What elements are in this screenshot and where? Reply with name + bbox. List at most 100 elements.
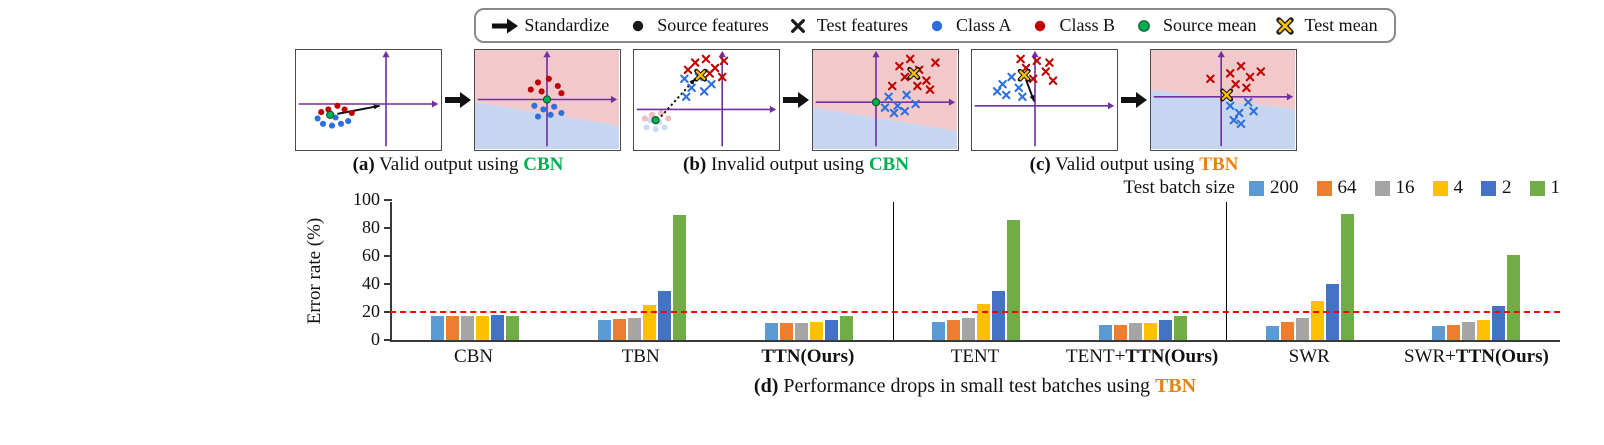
category-label-tent-ttn-ours: TENT+TTN(Ours): [1066, 346, 1219, 367]
bar-tent-ttn-ours-200: [1098, 324, 1112, 340]
class-a-cross: [1243, 97, 1253, 107]
figure-wrapper: Standardize Source features Test features C…: [295, 0, 1575, 398]
bar-tent-ttn-ours-1: [1173, 316, 1187, 340]
test-features-icon: [785, 17, 811, 35]
class-b-cross: [887, 81, 897, 91]
chart-legend-label: 64: [1337, 177, 1357, 198]
class-b-icon: [1027, 17, 1053, 35]
panel-c-caption: (c) Valid output using TBN: [1030, 154, 1239, 176]
class-a-icon: [924, 17, 950, 35]
class-a-cross: [998, 79, 1007, 89]
chart-caption: (d) Performance drops in small test batc…: [390, 375, 1560, 398]
class-a-cross: [902, 90, 911, 100]
class-b-dot: [648, 111, 656, 118]
class-b-dot: [554, 82, 561, 90]
vertical-axis-arrowhead: [872, 50, 880, 58]
legend-swatch: [1249, 180, 1264, 196]
chart-legend-label: 16: [1395, 177, 1415, 198]
bar-swr-200: [1265, 326, 1279, 340]
class-a-dot: [558, 109, 565, 117]
class-a-cross: [1225, 101, 1235, 111]
chart-legend-label: 4: [1453, 177, 1464, 198]
bar-tent-2: [991, 291, 1005, 340]
source-mean-dot: [326, 110, 335, 119]
bar-tent-64: [946, 320, 960, 340]
group-separator: [1226, 202, 1228, 340]
bar-swr-ttn-ours-200: [1432, 326, 1446, 340]
diagram-svg: [636, 50, 777, 147]
source-mean-icon: [1131, 17, 1157, 35]
class-b-dot: [334, 102, 341, 109]
panel-c-after-box: [1150, 49, 1297, 151]
bar-swr-ttn-ours-4: [1477, 320, 1491, 340]
bar-groups: [392, 202, 1560, 340]
bar-group-swr: [1265, 202, 1354, 340]
class-b-cross: [922, 76, 931, 85]
class-b-dot: [665, 115, 672, 122]
class-b-cross: [1045, 58, 1054, 67]
top-legend: Standardize Source features Test features C…: [474, 8, 1396, 43]
panel-a-before-box: [295, 49, 442, 151]
class-a-cross: [884, 92, 893, 102]
class-b-cross: [1032, 56, 1042, 66]
class-b-dot: [527, 86, 534, 93]
class-a-dot: [531, 102, 538, 109]
panel-a-caption: (a) Valid output using CBN: [353, 154, 564, 176]
diagram-svg: [813, 50, 957, 149]
legend-item-source-mean: Source mean: [1131, 15, 1256, 36]
bar-cbn-64: [446, 316, 460, 340]
class-b-cross: [705, 69, 714, 78]
category-label-swr-ttn-ours: SWR+TTN(Ours): [1404, 346, 1549, 367]
bar-cbn-2: [491, 314, 505, 340]
horizontal-axis-arrowhead: [769, 105, 777, 113]
class-b-cross: [1016, 54, 1025, 64]
bar-tent-ttn-ours-16: [1128, 323, 1142, 340]
y-tick-mark: [384, 199, 392, 201]
class-b-dot: [538, 88, 545, 95]
bar-ttn-ours-1: [840, 316, 854, 340]
class-a-cross: [889, 108, 899, 118]
chart-legend: Test batch size 200 64 16 4 2 1: [1117, 177, 1560, 199]
diagram-svg: [1151, 50, 1295, 149]
chart-legend-title: Test batch size: [1123, 177, 1235, 198]
class-b-cross: [1206, 74, 1215, 84]
class-a-region: [813, 107, 957, 149]
test-mean-cross: [694, 68, 708, 82]
test-mean-cross: [907, 66, 921, 80]
source-mean-dot: [542, 95, 552, 104]
legend-swatch: [1529, 180, 1545, 196]
arrowhead: [373, 104, 380, 110]
panel-b-after-box: [812, 49, 959, 151]
class-a-dot: [319, 120, 327, 127]
plot-wrap: Error rate (%) Test batch size 200 64 16 4 2…: [304, 177, 1560, 349]
bar-tbn-64: [613, 319, 627, 340]
class-a-cross: [1018, 92, 1027, 102]
class-b-cross: [1236, 61, 1246, 71]
bar-swr-ttn-ours-64: [1447, 324, 1461, 340]
bar-group-cbn: [431, 202, 520, 340]
class-a-dot: [652, 126, 659, 133]
class-a-cross: [1236, 119, 1246, 129]
source-features-icon: [625, 17, 651, 35]
class-a-cross: [680, 74, 689, 84]
class-a-dot: [337, 120, 345, 127]
class-a-cross: [893, 101, 902, 111]
bar-tbn-1: [673, 215, 687, 340]
bar-cbn-16: [461, 316, 475, 340]
standardize-arrow-icon: [445, 91, 471, 109]
caption-text: Invalid output using: [711, 154, 865, 175]
plot-area: 0 20 40 60 80 100: [353, 189, 1560, 349]
class-b-cross: [719, 56, 729, 66]
panel-a-after-box: [474, 49, 621, 151]
source-mean-dot: [871, 98, 881, 107]
legend-label: Source mean: [1162, 15, 1257, 35]
diagram-svg: [475, 50, 619, 149]
chart-legend-item-2: 2: [1481, 177, 1512, 199]
class-b-cross: [1256, 67, 1266, 76]
class-b-cross: [717, 72, 727, 82]
class-b-cross: [1028, 74, 1038, 84]
class-b-cross: [1231, 79, 1240, 89]
standardize-icon: [492, 17, 519, 35]
class-b-cross: [895, 61, 904, 71]
panel-a: (a) Valid output using CBN: [295, 49, 621, 176]
